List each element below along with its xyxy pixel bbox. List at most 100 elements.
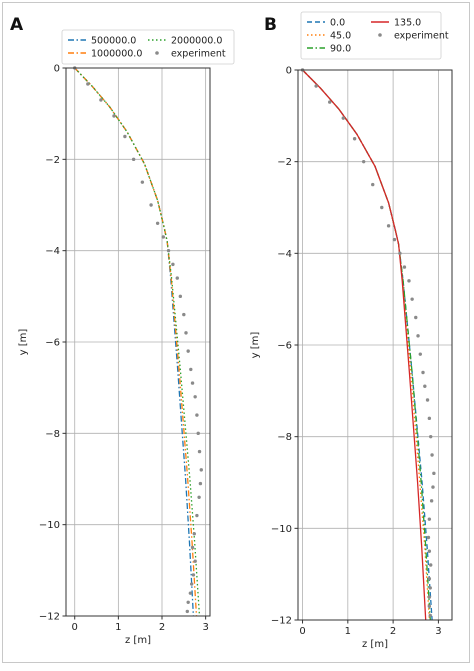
experiment-point-b-7: [380, 205, 384, 210]
experiment-point-a-14: [182, 312, 186, 317]
experiment-point-a-31: [189, 582, 194, 586]
experiment-point-a-3: [112, 114, 116, 118]
experiment-point-a-15: [184, 331, 188, 335]
experiment-point-a-9: [161, 235, 166, 239]
experiment-point-b-5: [361, 159, 366, 164]
legend-label-b-0: 0.0: [330, 17, 345, 28]
experiment-point-b-8: [386, 224, 391, 228]
experiment-point-b-24: [431, 485, 435, 489]
legend-box-b: [300, 11, 442, 60]
experiment-point-b-31: [428, 586, 432, 590]
y-tick-label-b-5: −10: [271, 524, 292, 535]
experiment-point-b-29: [429, 563, 433, 567]
series-line-b-3: [302, 69, 427, 621]
experiment-point-b-27: [426, 535, 431, 540]
experiment-point-b-22: [430, 453, 434, 457]
experiment-point-b-10: [398, 251, 402, 256]
experiment-point-b-17: [421, 370, 425, 375]
experiment-point-b-28: [427, 549, 432, 553]
legend-label-b-1: 45.0: [330, 30, 351, 41]
y-tick-label-a-4: −8: [45, 429, 60, 440]
experiment-point-a-30: [191, 573, 196, 577]
y-tick-label-b-6: −12: [271, 616, 292, 627]
y-axis-label-b: y [m]: [250, 332, 261, 359]
experiment-point-b-12: [407, 279, 411, 283]
experiment-point-a-26: [195, 513, 199, 518]
legend-label-b-2: 90.0: [330, 43, 351, 54]
experiment-point-b-9: [392, 237, 397, 242]
plot-panel-b: 0 1 2 3 0 −2 −4 −6 −8 −10 −12 z [m] y [m] 0.0 45.0 90.0…: [250, 11, 453, 650]
y-tick-label-a-6: −12: [39, 612, 60, 623]
experiment-point-a-29: [193, 559, 197, 563]
y-tick-label-b-4: −8: [277, 432, 292, 443]
experiment-point-a-1: [86, 82, 90, 86]
experiment-point-a-24: [198, 481, 203, 486]
legend-label-b-3: 135.0: [394, 17, 421, 28]
panel-letter-a: A: [10, 15, 24, 35]
experiment-point-a-20: [195, 413, 199, 417]
experiment-point-b-13: [410, 297, 414, 301]
experiment-point-b-21: [429, 434, 433, 439]
x-tick-label-a-0: 0: [72, 622, 78, 633]
x-tick-label-b-2: 2: [390, 626, 396, 637]
experiment-point-a-17: [189, 367, 193, 372]
experiment-point-b-4: [352, 137, 357, 141]
y-tick-label-a-2: −4: [45, 246, 60, 257]
panel-letter-b: B: [264, 15, 277, 35]
x-tick-label-a-2: 2: [159, 622, 165, 633]
experiment-point-b-14: [414, 315, 418, 320]
y-tick-label-b-3: −6: [277, 341, 292, 352]
x-tick-label-b-1: 1: [345, 626, 351, 637]
experiment-point-b-32: [427, 595, 432, 599]
plot-panel-a: 0 1 2 3 0 −2 −4 −6 −8 −10 −12 z [m] y [m] 500000.0 100…: [18, 29, 235, 646]
experiment-point-a-23: [199, 468, 203, 472]
x-tick-label-a-3: 3: [202, 622, 208, 633]
legend-box-a: [61, 29, 235, 65]
y-tick-label-b-2: −4: [277, 249, 292, 260]
experiment-point-b-20: [427, 416, 432, 421]
experiment-point-a-22: [197, 449, 202, 454]
experiment-point-a-28: [190, 545, 195, 550]
series-line-a-2: [74, 67, 201, 617]
experiment-point-b-6: [371, 182, 375, 187]
x-tick-label-b-3: 3: [435, 626, 441, 637]
legend-label-a-1: 1000000.0: [91, 48, 142, 59]
x-tick-label-a-1: 1: [115, 622, 121, 633]
experiment-point-b-19: [425, 398, 430, 402]
x-tick-label-b-0: 0: [299, 626, 305, 637]
experiment-point-b-11: [402, 265, 407, 269]
experiment-point-a-12: [175, 276, 179, 280]
legend-b: 0.0 45.0 90.0 135.0 experiment: [300, 11, 449, 60]
experiment-point-b-25: [429, 499, 434, 503]
x-axis-label-a: z [m]: [125, 635, 151, 646]
y-tick-label-a-3: −6: [45, 338, 60, 349]
experiment-point-a-4: [123, 134, 127, 139]
experiment-point-b-2: [328, 100, 332, 104]
legend-label-b-4: experiment: [394, 30, 449, 41]
experiment-point-a-5: [131, 157, 136, 162]
y-tick-label-a-0: 0: [54, 64, 60, 75]
y-tick-label-b-1: −2: [277, 157, 292, 168]
y-tick-label-a-1: −2: [45, 155, 60, 166]
experiment-point-a-8: [155, 221, 160, 225]
legend-a: 500000.0 1000000.0 2000000.0 experiment: [61, 29, 235, 65]
experiment-point-a-7: [149, 203, 153, 207]
experiment-point-a-21: [196, 431, 200, 436]
experiment-point-a-10: [166, 248, 171, 253]
experiment-point-a-33: [186, 600, 190, 604]
experiment-point-a-27: [192, 532, 196, 536]
legend-label-a-0: 500000.0: [91, 35, 136, 46]
x-axis-label-b: z [m]: [362, 639, 388, 650]
experiment-point-b-15: [416, 334, 420, 338]
legend-label-a-3: experiment: [171, 48, 226, 59]
experiment-point-a-34: [185, 609, 190, 614]
y-axis-label-a: y [m]: [18, 329, 29, 356]
experiment-point-a-6: [140, 180, 145, 184]
experiment-point-b-1: [314, 84, 318, 88]
experiment-point-a-18: [190, 381, 195, 385]
experiment-point-b-3: [341, 116, 345, 120]
y-tick-label-a-5: −10: [39, 520, 60, 531]
experiment-point-b-30: [427, 577, 432, 581]
